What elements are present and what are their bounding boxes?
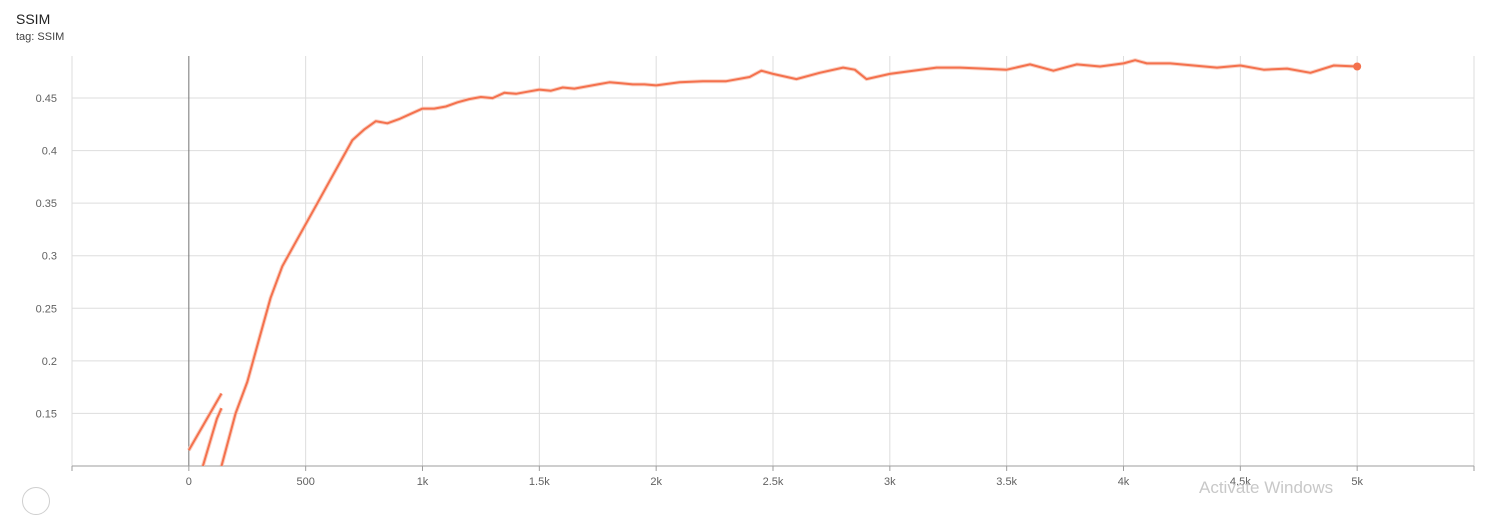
- x-tick-label: 2k: [650, 476, 662, 488]
- series-layer: [187, 58, 1358, 466]
- y-tick-label: 0.4: [42, 146, 57, 158]
- y-tick-label: 0.15: [36, 408, 57, 420]
- x-tick-label: 3.5k: [996, 476, 1017, 488]
- activate-windows-watermark: Activate Windows: [1199, 478, 1334, 497]
- x-tick-label: 1k: [417, 476, 429, 488]
- y-tick-label: 0.2: [42, 356, 57, 368]
- axes: [71, 56, 1475, 471]
- x-tick-label: 1.5k: [529, 476, 550, 488]
- x-tick-label: 4k: [1118, 476, 1130, 488]
- chart-title: SSIM: [16, 11, 51, 27]
- series-line: [201, 407, 223, 466]
- y-tick-label: 0.35: [36, 198, 57, 210]
- ssim-line-chart[interactable]: 0 500 1k 1.5k 2k 2.5k 3k 3.5k 4k 4.5k 5k 0.15 0.2 0.2…: [0, 0, 1490, 495]
- tick-labels: 0 500 1k 1.5k 2k 2.5k 3k 3.5k 4k 4.5k 5k 0.15 0.2 0.2…: [36, 93, 1364, 488]
- x-tick-label: 3k: [884, 476, 896, 488]
- x-tick-label: 4.5k: [1230, 476, 1251, 488]
- y-tick-label: 0.45: [36, 93, 57, 105]
- series-line: [220, 59, 1358, 466]
- y-tick-label: 0.3: [42, 251, 57, 263]
- x-tick-label: 2.5k: [763, 476, 784, 488]
- x-tick-label: 500: [296, 476, 314, 488]
- x-tick-label: 5k: [1351, 476, 1363, 488]
- series-end-point: [1353, 62, 1362, 71]
- y-tick-label: 0.25: [36, 303, 57, 315]
- chart-tag: tag: SSIM: [16, 31, 65, 43]
- series-line: [187, 393, 223, 451]
- grid: [71, 56, 1475, 466]
- corner-circle-icon: [22, 487, 50, 515]
- x-tick-label: 0: [186, 476, 192, 488]
